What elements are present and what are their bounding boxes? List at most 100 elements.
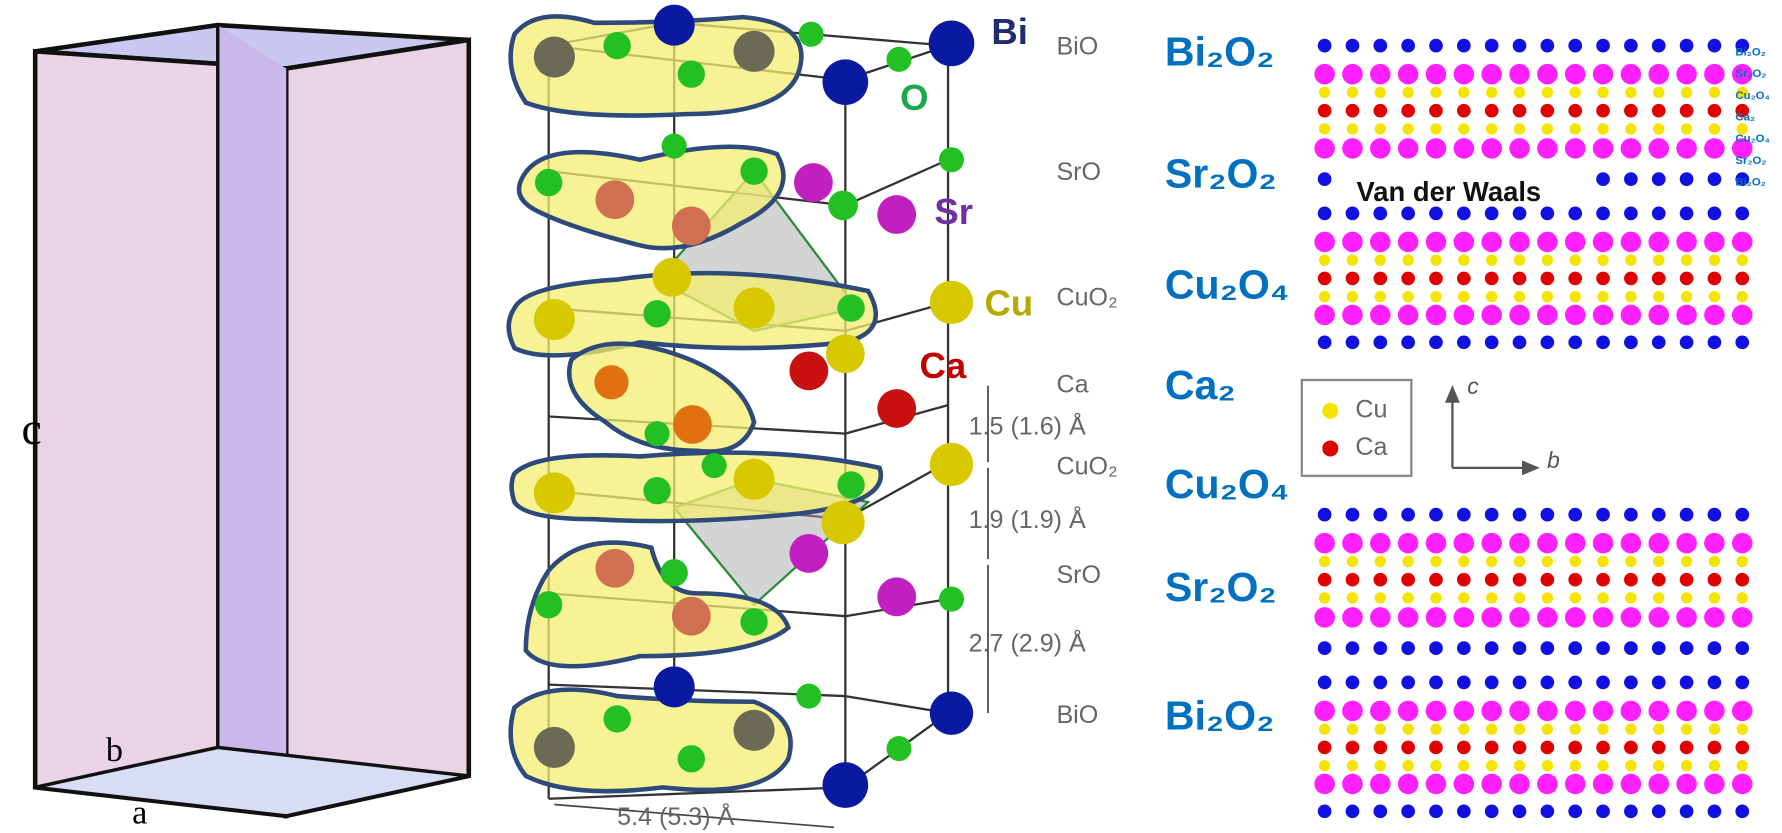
lattice-dot xyxy=(1732,701,1753,722)
atom xyxy=(828,191,858,221)
lattice-dot xyxy=(1621,701,1642,722)
atom xyxy=(826,334,865,373)
lattice-dot xyxy=(1593,533,1614,554)
atom xyxy=(886,47,911,72)
lattice-dot xyxy=(1429,804,1443,818)
layer-name: SrO xyxy=(1056,561,1101,589)
lattice-dot xyxy=(1625,291,1636,302)
lattice-dot xyxy=(1342,232,1363,253)
lattice-dot xyxy=(1735,272,1749,286)
lattice-dot xyxy=(1454,305,1475,326)
lattice-dot xyxy=(1319,723,1330,734)
lattice-dot xyxy=(1537,232,1558,253)
lattice-dot xyxy=(1401,641,1415,655)
lattice-dot xyxy=(1401,104,1415,118)
lattice-dot xyxy=(1624,676,1638,690)
lattice-dot xyxy=(1430,592,1441,603)
lattice-dot xyxy=(1513,104,1527,118)
lattice-dot xyxy=(1457,573,1471,587)
lattice-dot xyxy=(1537,607,1558,628)
lattice-dot xyxy=(1569,87,1580,98)
lattice-dot xyxy=(1680,207,1694,221)
lattice-dot xyxy=(1458,556,1469,567)
lattice-dot xyxy=(1342,607,1363,628)
atom xyxy=(595,549,634,588)
lattice-dot xyxy=(1680,508,1694,522)
lattice-dot xyxy=(1457,272,1471,286)
lattice-dot xyxy=(1569,760,1580,771)
axis-label: a xyxy=(132,794,147,832)
lattice-dot xyxy=(1565,232,1586,253)
lattice-dot xyxy=(1373,641,1387,655)
lattice-dot xyxy=(1314,701,1335,722)
lattice-dot xyxy=(1680,335,1694,349)
lattice-dot xyxy=(1676,607,1697,628)
lattice-dot xyxy=(1458,123,1469,134)
element-label: Ca xyxy=(920,345,967,386)
lattice-dot xyxy=(1373,207,1387,221)
lattice-dot xyxy=(1624,641,1638,655)
lattice-dot xyxy=(1375,723,1386,734)
lattice-dot xyxy=(1542,556,1553,567)
atom xyxy=(794,163,833,202)
lattice-dot xyxy=(1537,701,1558,722)
lattice-dot xyxy=(1704,533,1725,554)
lattice-dot xyxy=(1458,291,1469,302)
lattice-dot xyxy=(1541,272,1555,286)
lattice-dot xyxy=(1481,305,1502,326)
lattice-dot xyxy=(1681,123,1692,134)
lattice-dot xyxy=(1708,676,1722,690)
lattice-dot xyxy=(1458,254,1469,265)
lattice-dot xyxy=(1541,573,1555,587)
lattice-dot xyxy=(1569,254,1580,265)
lattice-dot xyxy=(1708,641,1722,655)
lattice-dot xyxy=(1732,305,1753,326)
lattice-dot xyxy=(1625,556,1636,567)
lattice-dot xyxy=(1514,723,1525,734)
stack-label: Sr₂O₂ xyxy=(1735,155,1766,167)
lattice-dot xyxy=(1319,760,1330,771)
lattice-dot xyxy=(1342,774,1363,795)
lattice-dot xyxy=(1709,723,1720,734)
lattice-dot xyxy=(1680,641,1694,655)
lattice-dot xyxy=(1593,774,1614,795)
lattice-dot xyxy=(1732,533,1753,554)
lattice-dot xyxy=(1704,138,1725,159)
lattice-dot xyxy=(1314,138,1335,159)
lattice-dot xyxy=(1597,556,1608,567)
lattice-dot xyxy=(1429,676,1443,690)
atom xyxy=(877,389,916,428)
legend-label: Cu xyxy=(1355,395,1387,423)
legend-swatch xyxy=(1322,403,1338,419)
lattice-dot xyxy=(1708,573,1722,587)
lattice-dot xyxy=(1568,272,1582,286)
lattice-dot xyxy=(1314,232,1335,253)
lattice-dot xyxy=(1429,335,1443,349)
atom xyxy=(534,37,575,78)
layer-label: Sr₂O₂ xyxy=(1165,564,1277,610)
layer-label: Cu₂O₄ xyxy=(1165,461,1289,507)
lattice-dot xyxy=(1457,104,1471,118)
layer-name: BiO xyxy=(1056,701,1098,729)
lattice-dot xyxy=(1597,87,1608,98)
stack-list: Bi₂O₂Sr₂O₂Cu₂O₄Ca₂Cu₂O₄Sr₂O₂Bi₂O₂ xyxy=(1735,47,1770,189)
lattice-dot xyxy=(1457,676,1471,690)
lattice-dot xyxy=(1704,607,1725,628)
lattice-dot xyxy=(1624,272,1638,286)
atom xyxy=(837,294,864,321)
lattice-dot xyxy=(1680,804,1694,818)
lattice-dot xyxy=(1625,87,1636,98)
lattice-dot xyxy=(1375,556,1386,567)
lattice-dot xyxy=(1624,207,1638,221)
lattice-dot xyxy=(1401,804,1415,818)
lattice-dot xyxy=(1541,676,1555,690)
lattice-dot xyxy=(1597,723,1608,734)
lattice-dot xyxy=(1429,39,1443,53)
atom xyxy=(654,5,695,46)
lattice-dot xyxy=(1676,305,1697,326)
lattice-dot xyxy=(1481,533,1502,554)
lattice-dot xyxy=(1430,291,1441,302)
lattice-dot xyxy=(1401,573,1415,587)
lattice-dot xyxy=(1596,508,1610,522)
lattice-dot xyxy=(1509,64,1530,85)
